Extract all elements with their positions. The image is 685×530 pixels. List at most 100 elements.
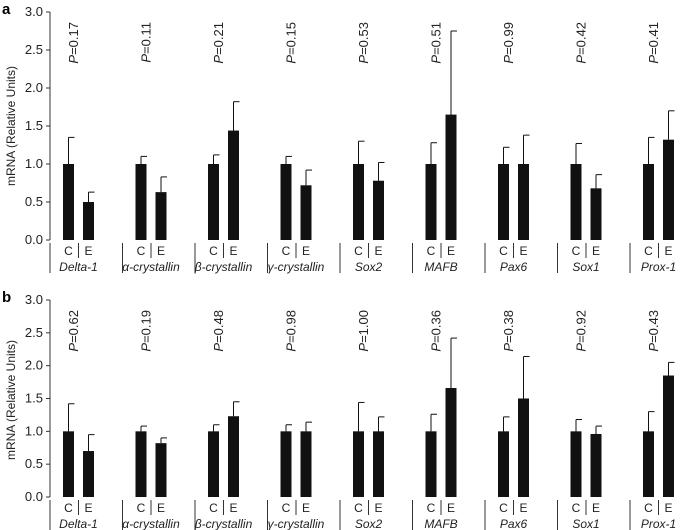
condition-label: C: [64, 244, 73, 258]
p-value-symbol: P: [429, 343, 444, 352]
p-value-symbol: P: [646, 343, 661, 352]
p-value-symbol: P: [356, 343, 371, 352]
bar-e: [445, 387, 457, 497]
bar-c: [280, 431, 292, 497]
p-value-number: =1.00: [356, 310, 371, 343]
gene-label: Sox2: [355, 517, 383, 530]
p-value-number: =0.53: [356, 22, 371, 55]
condition-label: E: [447, 244, 455, 258]
condition-label: E: [302, 501, 310, 515]
p-value: P=0.41: [646, 22, 661, 64]
bar-e: [663, 139, 674, 240]
p-value-symbol: P: [574, 55, 589, 64]
bar-c: [498, 431, 509, 497]
p-value-symbol: P: [501, 343, 516, 352]
bar-c: [135, 164, 147, 240]
gene-label: Pax6: [500, 517, 528, 530]
condition-label: E: [302, 244, 310, 258]
p-value: P=0.36: [429, 310, 444, 352]
p-value: P=0.99: [501, 22, 516, 64]
p-value-number: =0.98: [284, 310, 299, 343]
condition-label: C: [499, 244, 508, 258]
bar-e: [83, 202, 94, 240]
condition-label: C: [644, 501, 653, 515]
p-value-number: =0.62: [66, 310, 81, 343]
p-value-number: =0.48: [211, 310, 226, 343]
condition-label: C: [354, 244, 363, 258]
gene-label: Prox-1: [641, 517, 676, 530]
y-tick-label: 2.0: [25, 80, 43, 95]
condition-label: E: [664, 244, 672, 258]
panel-a-ylabel: mRNA (Relative Units): [4, 66, 18, 186]
p-value: P=0.38: [501, 310, 516, 352]
bar-e: [373, 180, 384, 240]
p-value-number: =0.36: [429, 310, 444, 343]
p-value-symbol: P: [284, 55, 299, 64]
condition-label: E: [157, 244, 165, 258]
p-value-symbol: P: [139, 343, 154, 352]
condition-label: C: [137, 501, 146, 515]
p-value-number: =0.51: [429, 22, 444, 55]
condition-label: E: [447, 501, 455, 515]
condition-label: C: [282, 501, 291, 515]
bar-c: [208, 431, 219, 497]
p-value-symbol: P: [501, 55, 516, 64]
bar-e: [663, 375, 674, 497]
condition-label: C: [499, 501, 508, 515]
y-tick-label: 2.5: [25, 42, 43, 57]
p-value-number: =0.43: [646, 310, 661, 343]
bar-c: [135, 431, 147, 497]
y-tick-label: 3.0: [25, 4, 43, 19]
condition-label: E: [374, 244, 382, 258]
p-value-number: =0.19: [139, 310, 154, 343]
condition-label: E: [592, 244, 600, 258]
condition-label: E: [229, 244, 237, 258]
gene-label: Prox-1: [641, 260, 676, 274]
condition-label: E: [592, 501, 600, 515]
p-value-symbol: P: [429, 55, 444, 64]
condition-label: E: [229, 501, 237, 515]
gene-label: α-crystallin: [122, 517, 180, 530]
p-value: P=0.92: [574, 310, 589, 352]
p-value: P=0.19: [139, 310, 154, 352]
condition-label: E: [84, 244, 92, 258]
condition-label: C: [354, 501, 363, 515]
bar-c: [353, 164, 364, 240]
condition-label: C: [427, 244, 436, 258]
y-tick-label: 1.0: [25, 156, 43, 171]
condition-label: C: [427, 501, 436, 515]
condition-label: C: [209, 501, 218, 515]
p-value-symbol: P: [284, 343, 299, 352]
bar-e: [300, 185, 312, 240]
gene-label: MAFB: [424, 260, 457, 274]
condition-label: C: [209, 244, 218, 258]
p-value: P=0.62: [66, 310, 81, 352]
y-tick-label: 0.5: [25, 456, 43, 471]
y-tick-label: 1.5: [25, 391, 43, 406]
condition-label: E: [664, 501, 672, 515]
y-tick-label: 0.5: [25, 194, 43, 209]
p-value: P=0.17: [66, 22, 81, 64]
p-value: P=0.48: [211, 310, 226, 352]
gene-label: Sox2: [355, 260, 383, 274]
bar-c: [63, 164, 74, 240]
p-value: P=0.51: [429, 22, 444, 64]
p-value-symbol: P: [66, 55, 81, 64]
bar-e: [373, 431, 384, 497]
p-value: P=0.21: [211, 22, 226, 64]
gene-label: Sox1: [572, 517, 599, 530]
condition-label: E: [374, 501, 382, 515]
p-value-symbol: P: [211, 55, 226, 64]
bar-c: [353, 431, 364, 497]
condition-label: E: [519, 501, 527, 515]
p-value: P=0.15: [284, 22, 299, 64]
bar-c: [643, 431, 654, 497]
condition-label: E: [519, 244, 527, 258]
bar-e: [590, 433, 602, 497]
gene-label: MAFB: [424, 517, 457, 530]
p-value-symbol: P: [211, 343, 226, 352]
bar-e: [300, 431, 312, 497]
condition-label: E: [84, 501, 92, 515]
panel-a-letter: a: [2, 1, 11, 18]
condition-label: C: [572, 244, 581, 258]
